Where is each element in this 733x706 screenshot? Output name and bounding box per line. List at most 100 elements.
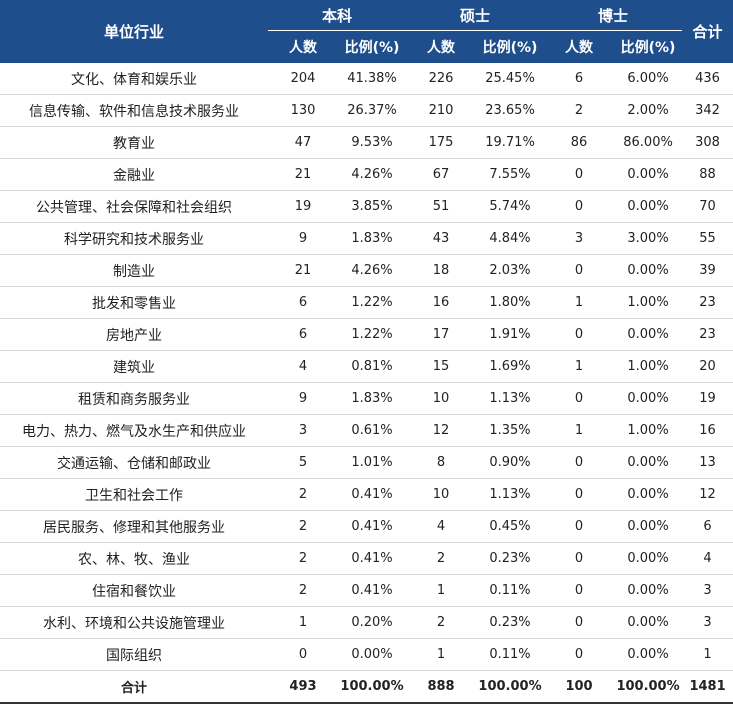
table-row: 房地产业 6 1.22% 17 1.91% 0 0.00% 23 <box>0 318 733 351</box>
total-cell: 342 <box>682 94 733 127</box>
total-doctor-count-cell: 100 <box>544 670 615 704</box>
undergrad-ratio-cell: 0.20% <box>338 606 407 639</box>
undergrad-count-cell: 4 <box>268 350 338 383</box>
industry-cell: 制造业 <box>0 254 268 287</box>
doctor-ratio-cell: 0.00% <box>614 254 683 287</box>
master-count-cell: 210 <box>406 94 477 127</box>
doctor-count-cell: 3 <box>544 222 615 255</box>
total-cell: 88 <box>682 158 733 191</box>
master-ratio-cell: 23.65% <box>476 94 545 127</box>
undergrad-ratio-cell: 0.41% <box>338 478 407 511</box>
total-master-ratio-cell: 100.00% <box>476 670 545 704</box>
total-master-count-cell: 888 <box>406 670 477 704</box>
industry-cell: 电力、热力、燃气及水生产和供应业 <box>0 414 268 447</box>
undergrad-count-cell: 21 <box>268 254 338 287</box>
table-row: 居民服务、修理和其他服务业 2 0.41% 4 0.45% 0 0.00% 6 <box>0 510 733 543</box>
industry-cell: 农、林、牧、渔业 <box>0 542 268 575</box>
total-row: 合计 493 100.00% 888 100.00% 100 100.00% 1481 <box>0 670 733 704</box>
doctor-ratio-cell: 0.00% <box>614 638 683 671</box>
table-row: 住宿和餐饮业 2 0.41% 1 0.11% 0 0.00% 3 <box>0 574 733 607</box>
total-cell: 70 <box>682 190 733 223</box>
doctor-ratio-cell: 0.00% <box>614 158 683 191</box>
master-ratio-cell: 1.80% <box>476 286 545 319</box>
master-ratio-cell: 4.84% <box>476 222 545 255</box>
industry-cell: 交通运输、仓储和邮政业 <box>0 446 268 479</box>
master-count-cell: 15 <box>406 350 477 383</box>
doctor-ratio-cell: 0.00% <box>614 574 683 607</box>
undergrad-count-cell: 204 <box>268 63 338 95</box>
master-count-cell: 17 <box>406 318 477 351</box>
doctor-count-cell: 1 <box>544 286 615 319</box>
master-ratio-cell: 5.74% <box>476 190 545 223</box>
doctor-count-cell: 0 <box>544 510 615 543</box>
doctor-ratio-cell: 2.00% <box>614 94 683 127</box>
total-industry-cell: 合计 <box>0 670 268 704</box>
undergrad-count-cell: 2 <box>268 478 338 511</box>
undergrad-ratio-cell: 0.41% <box>338 574 407 607</box>
total-cell: 13 <box>682 446 733 479</box>
table-body: 文化、体育和娱乐业 204 41.38% 226 25.45% 6 6.00% 436 信息传输… <box>0 63 733 704</box>
total-undergrad-ratio-cell: 100.00% <box>338 670 407 704</box>
doctor-count-cell: 0 <box>544 606 615 639</box>
undergrad-count-cell: 1 <box>268 606 338 639</box>
undergrad-count-cell: 130 <box>268 94 338 127</box>
doctor-ratio-cell: 0.00% <box>614 510 683 543</box>
master-ratio-cell: 0.45% <box>476 510 545 543</box>
total-cell: 1 <box>682 638 733 671</box>
industry-cell: 水利、环境和公共设施管理业 <box>0 606 268 639</box>
doctor-count-cell: 0 <box>544 158 615 191</box>
doctor-ratio-cell: 0.00% <box>614 190 683 223</box>
industry-cell: 住宿和餐饮业 <box>0 574 268 607</box>
master-ratio-cell: 1.69% <box>476 350 545 383</box>
total-cell: 436 <box>682 63 733 95</box>
industry-cell: 文化、体育和娱乐业 <box>0 63 268 95</box>
total-cell: 20 <box>682 350 733 383</box>
total-doctor-ratio-cell: 100.00% <box>614 670 683 704</box>
master-count-cell: 2 <box>406 542 477 575</box>
total-cell: 3 <box>682 606 733 639</box>
industry-cell: 科学研究和技术服务业 <box>0 222 268 255</box>
doctor-ratio-cell: 0.00% <box>614 382 683 415</box>
total-cell: 19 <box>682 382 733 415</box>
master-count-cell: 43 <box>406 222 477 255</box>
undergrad-ratio-cell: 4.26% <box>338 254 407 287</box>
table-row: 教育业 47 9.53% 175 19.71% 86 86.00% 308 <box>0 126 733 159</box>
header-total: 合计 <box>682 0 733 63</box>
total-cell: 4 <box>682 542 733 575</box>
undergrad-ratio-cell: 26.37% <box>338 94 407 127</box>
total-cell: 23 <box>682 318 733 351</box>
total-cell: 6 <box>682 510 733 543</box>
total-cell: 3 <box>682 574 733 607</box>
total-undergrad-count-cell: 493 <box>268 670 338 704</box>
total-cell: 12 <box>682 478 733 511</box>
table-row: 卫生和社会工作 2 0.41% 10 1.13% 0 0.00% 12 <box>0 478 733 511</box>
table-row: 批发和零售业 6 1.22% 16 1.80% 1 1.00% 23 <box>0 286 733 319</box>
master-count-cell: 1 <box>406 574 477 607</box>
master-ratio-cell: 7.55% <box>476 158 545 191</box>
table-row: 文化、体育和娱乐业 204 41.38% 226 25.45% 6 6.00% 436 <box>0 63 733 95</box>
header-group-master: 硕士 <box>406 0 545 31</box>
undergrad-count-cell: 9 <box>268 382 338 415</box>
undergrad-ratio-cell: 1.22% <box>338 286 407 319</box>
table-row: 国际组织 0 0.00% 1 0.11% 0 0.00% 1 <box>0 638 733 671</box>
undergrad-ratio-cell: 0.41% <box>338 542 407 575</box>
total-cell: 16 <box>682 414 733 447</box>
master-count-cell: 175 <box>406 126 477 159</box>
undergrad-count-cell: 9 <box>268 222 338 255</box>
undergrad-count-cell: 21 <box>268 158 338 191</box>
undergrad-ratio-cell: 1.01% <box>338 446 407 479</box>
doctor-ratio-cell: 3.00% <box>614 222 683 255</box>
table-row: 建筑业 4 0.81% 15 1.69% 1 1.00% 20 <box>0 350 733 383</box>
undergrad-count-cell: 3 <box>268 414 338 447</box>
undergrad-count-cell: 19 <box>268 190 338 223</box>
master-ratio-cell: 1.91% <box>476 318 545 351</box>
doctor-ratio-cell: 1.00% <box>614 350 683 383</box>
undergrad-ratio-cell: 0.41% <box>338 510 407 543</box>
doctor-count-cell: 2 <box>544 94 615 127</box>
doctor-count-cell: 0 <box>544 318 615 351</box>
doctor-count-cell: 0 <box>544 542 615 575</box>
undergrad-count-cell: 2 <box>268 574 338 607</box>
doctor-count-cell: 0 <box>544 574 615 607</box>
industry-cell: 建筑业 <box>0 350 268 383</box>
